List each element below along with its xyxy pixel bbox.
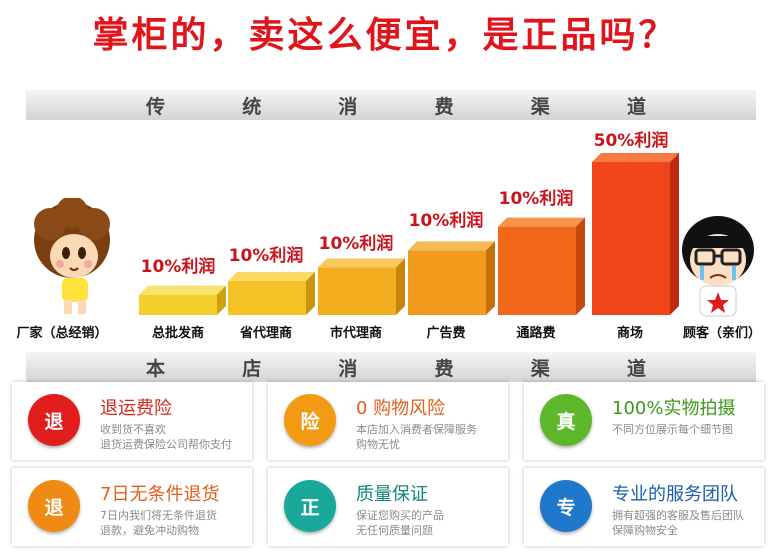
- profit-bar: [228, 281, 306, 315]
- service-card-shipping-insurance: 退 退运费险 收到货不喜欢 退货运费保险公司帮你支付: [12, 382, 252, 460]
- profit-bar-top: [318, 258, 405, 268]
- profit-bar-top: [139, 285, 226, 295]
- service-cards: 退 退运费险 收到货不喜欢 退货运费保险公司帮你支付 险 0 购物风险 本店加入…: [12, 382, 764, 548]
- header-char: 统: [242, 95, 262, 118]
- chain-step-label: 广告费: [426, 326, 466, 341]
- traditional-channel-header: 传 统 消 费 渠 道: [26, 90, 756, 120]
- service-card-real-photos: 真 100%实物拍摄 不同方位展示每个细节图: [524, 382, 764, 460]
- profit-bar-top: [408, 241, 495, 251]
- profit-bar-side: [486, 241, 495, 315]
- profit-bar: [592, 162, 670, 315]
- profit-bar-side: [396, 258, 405, 315]
- risk-badge-icon: 险: [284, 394, 336, 446]
- profit-label: 10%利润: [228, 246, 304, 266]
- profit-label: 10%利润: [498, 189, 574, 209]
- profit-bar-top: [498, 217, 585, 227]
- service-desc: 不同方位展示每个细节图: [612, 423, 733, 436]
- profit-label: 10%利润: [408, 211, 484, 231]
- profit-label: 10%利润: [140, 257, 216, 277]
- service-title: 0 购物风险: [356, 398, 446, 419]
- professional-badge-icon: 专: [540, 480, 592, 532]
- profit-bar-side: [670, 153, 679, 315]
- header-char: 渠: [530, 357, 550, 380]
- profit-bar: [408, 250, 486, 315]
- service-card-zero-risk: 险 0 购物风险 本店加入消费者保障服务 购物无忧: [268, 382, 508, 460]
- return-badge-icon: 退: [28, 480, 80, 532]
- profit-bar-top: [592, 153, 679, 162]
- profit-bar-side: [576, 217, 585, 315]
- chain-step-label: 总批发商: [151, 326, 204, 341]
- price-chain-chart: [139, 153, 679, 315]
- chain-step-label: 市代理商: [329, 326, 382, 341]
- profit-label: 50%利润: [593, 131, 669, 151]
- service-desc: 收到货不喜欢 退货运费保险公司帮你支付: [100, 423, 232, 451]
- header-char: 消: [338, 357, 358, 380]
- header-char: 道: [626, 357, 646, 380]
- service-title: 7日无条件退货: [100, 484, 220, 505]
- chain-step-label: 商场: [616, 326, 643, 341]
- service-card-7day-return: 退 7日无条件退货 7日内我们将无条件退货 退款，避免冲动购物: [12, 468, 252, 546]
- header-char: 费: [434, 95, 454, 118]
- chain-end-label: 顾客（亲们）: [682, 326, 761, 341]
- header-char: 费: [434, 357, 454, 380]
- header-char: 消: [338, 95, 358, 118]
- service-card-pro-team: 专 专业的服务团队 拥有超强的客服及售后团队 保障购物安全: [524, 468, 764, 546]
- profit-bar: [498, 226, 576, 315]
- service-title: 专业的服务团队: [612, 484, 738, 505]
- profit-bar-side: [306, 272, 315, 315]
- profit-label: 10%利润: [318, 234, 394, 254]
- service-desc: 本店加入消费者保障服务 购物无忧: [356, 423, 477, 451]
- chain-start-label: 厂家（总经销）: [16, 326, 108, 341]
- header-char: 本: [146, 357, 166, 380]
- authentic-badge-icon: 真: [540, 394, 592, 446]
- header-char: 传: [146, 95, 166, 118]
- headline: 掌柜的，卖这么便宜，是正品吗？: [92, 15, 678, 56]
- service-desc: 保证您购买的产品 无任何质量问题: [356, 509, 444, 537]
- service-title: 100%实物拍摄: [612, 398, 736, 419]
- genuine-badge-icon: 正: [284, 480, 336, 532]
- return-badge-icon: 退: [28, 394, 80, 446]
- profit-bar: [318, 267, 396, 315]
- header-char: 店: [242, 357, 262, 380]
- service-card-quality: 正 质量保证 保证您购买的产品 无任何质量问题: [268, 468, 508, 546]
- girl-mascot-icon: [34, 198, 110, 314]
- service-title: 质量保证: [356, 484, 428, 505]
- store-channel-header: 本 店 消 费 渠 道: [26, 352, 756, 382]
- service-desc: 拥有超强的客服及售后团队 保障购物安全: [612, 509, 744, 537]
- chain-step-label: 省代理商: [239, 326, 292, 341]
- header-char: 道: [626, 95, 646, 118]
- service-desc: 7日内我们将无条件退货 退款，避免冲动购物: [100, 509, 217, 537]
- profit-bar-side: [217, 285, 226, 315]
- header-char: 渠: [530, 95, 550, 118]
- customer-mascot-icon: [682, 216, 754, 317]
- profit-bar-top: [228, 272, 315, 281]
- profit-bar: [139, 294, 217, 315]
- service-title: 退运费险: [100, 398, 172, 419]
- chain-step-label: 通路费: [516, 326, 556, 341]
